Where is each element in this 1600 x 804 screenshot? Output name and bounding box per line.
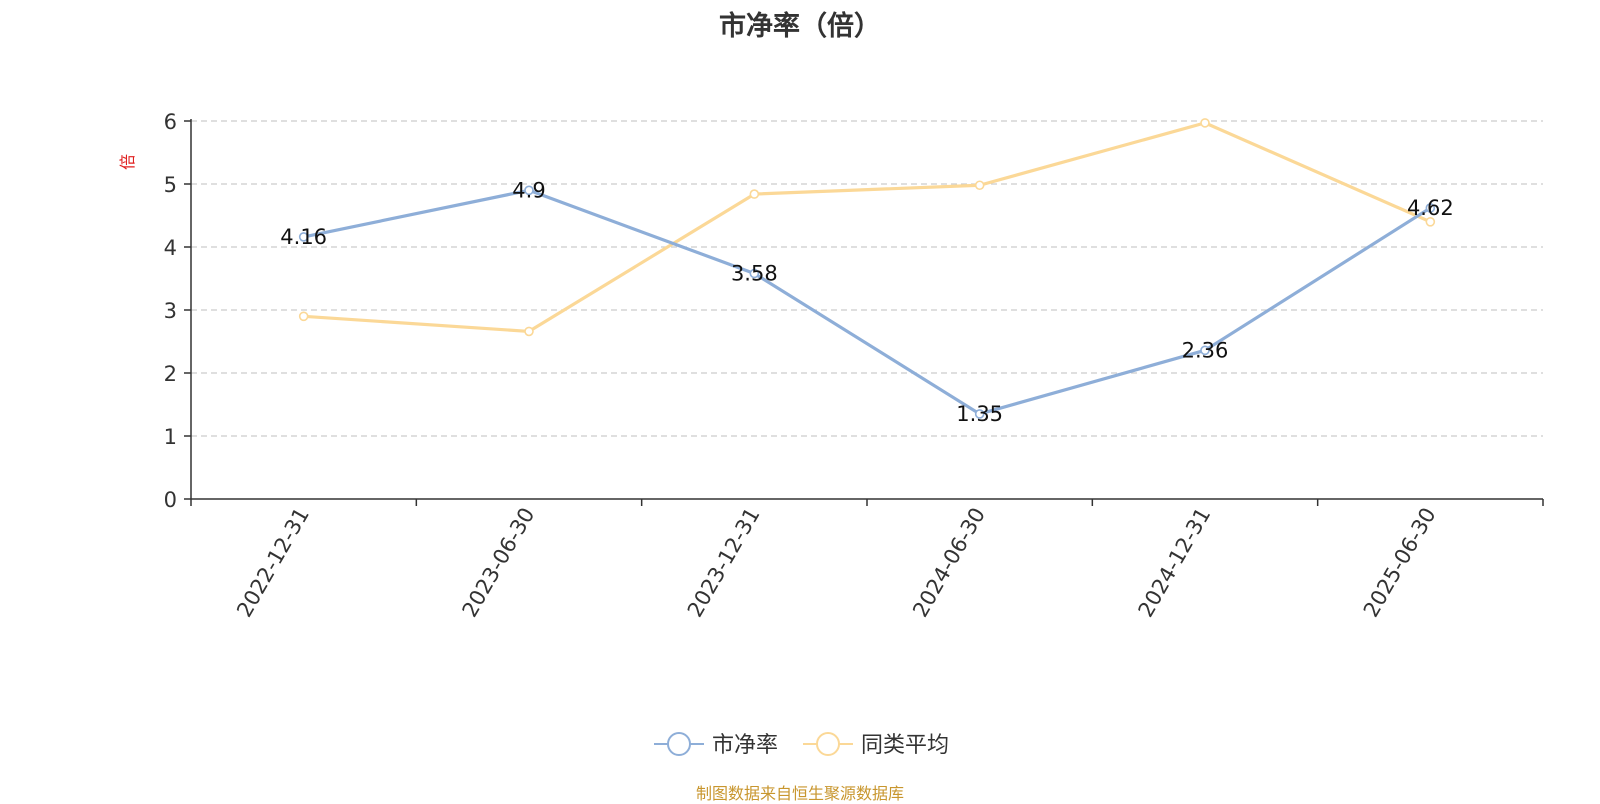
series-line-0 xyxy=(303,188,1432,416)
data-point[interactable] xyxy=(298,232,309,242)
data-source-note: 制图数据来自恒生聚源数据库 xyxy=(695,784,904,803)
y-axis-label: 倍 xyxy=(118,154,137,170)
legend[interactable]: 市净率 同类平均 xyxy=(654,732,949,758)
data-point[interactable] xyxy=(1200,118,1210,128)
series xyxy=(298,118,1436,419)
data-point[interactable] xyxy=(1425,217,1436,227)
chart-title: 市净率（倍） xyxy=(719,11,881,42)
data-point[interactable] xyxy=(749,189,760,199)
legend-item-1[interactable]: 同类平均 xyxy=(803,732,949,758)
data-point[interactable] xyxy=(749,268,760,279)
x-tick-label: 2022-12-31 xyxy=(232,504,314,622)
data-labels: 4.16 4.9 3.58 1.35 2.36 4.62 xyxy=(280,178,1453,426)
y-tick-label: 6 xyxy=(164,110,177,134)
data-point[interactable] xyxy=(524,326,534,337)
data-label: 4.62 xyxy=(1407,196,1454,220)
data-point[interactable] xyxy=(298,311,309,322)
data-point[interactable] xyxy=(974,409,985,419)
x-tick-label: 2024-06-30 xyxy=(908,504,990,622)
x-tick-label: 2024-12-31 xyxy=(1134,504,1216,622)
grid-lines xyxy=(191,120,1543,437)
data-point[interactable] xyxy=(524,185,534,196)
data-point[interactable] xyxy=(974,180,985,191)
series-line-1 xyxy=(303,121,1431,334)
legend-marker xyxy=(816,732,840,756)
data-point[interactable] xyxy=(1200,345,1210,356)
data-label: 1.35 xyxy=(956,402,1003,426)
data-label: 3.58 xyxy=(731,261,778,285)
y-tick-label: 2 xyxy=(164,362,177,386)
data-point[interactable] xyxy=(1425,203,1436,213)
x-tick-label: 2023-06-30 xyxy=(458,504,540,622)
legend-marker xyxy=(667,732,691,756)
y-tick-label: 3 xyxy=(164,299,177,323)
y-tick-label: 1 xyxy=(164,425,177,449)
data-label: 2.36 xyxy=(1182,338,1229,362)
data-label: 4.9 xyxy=(512,178,545,202)
legend-item-0[interactable]: 市净率 xyxy=(654,732,778,758)
y-tick-label: 0 xyxy=(164,488,177,512)
y-tick-label: 4 xyxy=(164,236,177,260)
legend-label: 同类平均 xyxy=(861,733,949,758)
x-tick-label: 2023-12-31 xyxy=(683,504,765,622)
axes: 0 1 2 3 4 5 6 2022-12-31 2023-06-30 2023-12-31 202… xyxy=(164,110,1544,622)
data-label: 4.16 xyxy=(280,225,327,249)
y-tick-label: 5 xyxy=(164,173,177,197)
legend-label: 市净率 xyxy=(712,733,778,758)
x-tick-label: 2025-06-30 xyxy=(1359,504,1441,622)
